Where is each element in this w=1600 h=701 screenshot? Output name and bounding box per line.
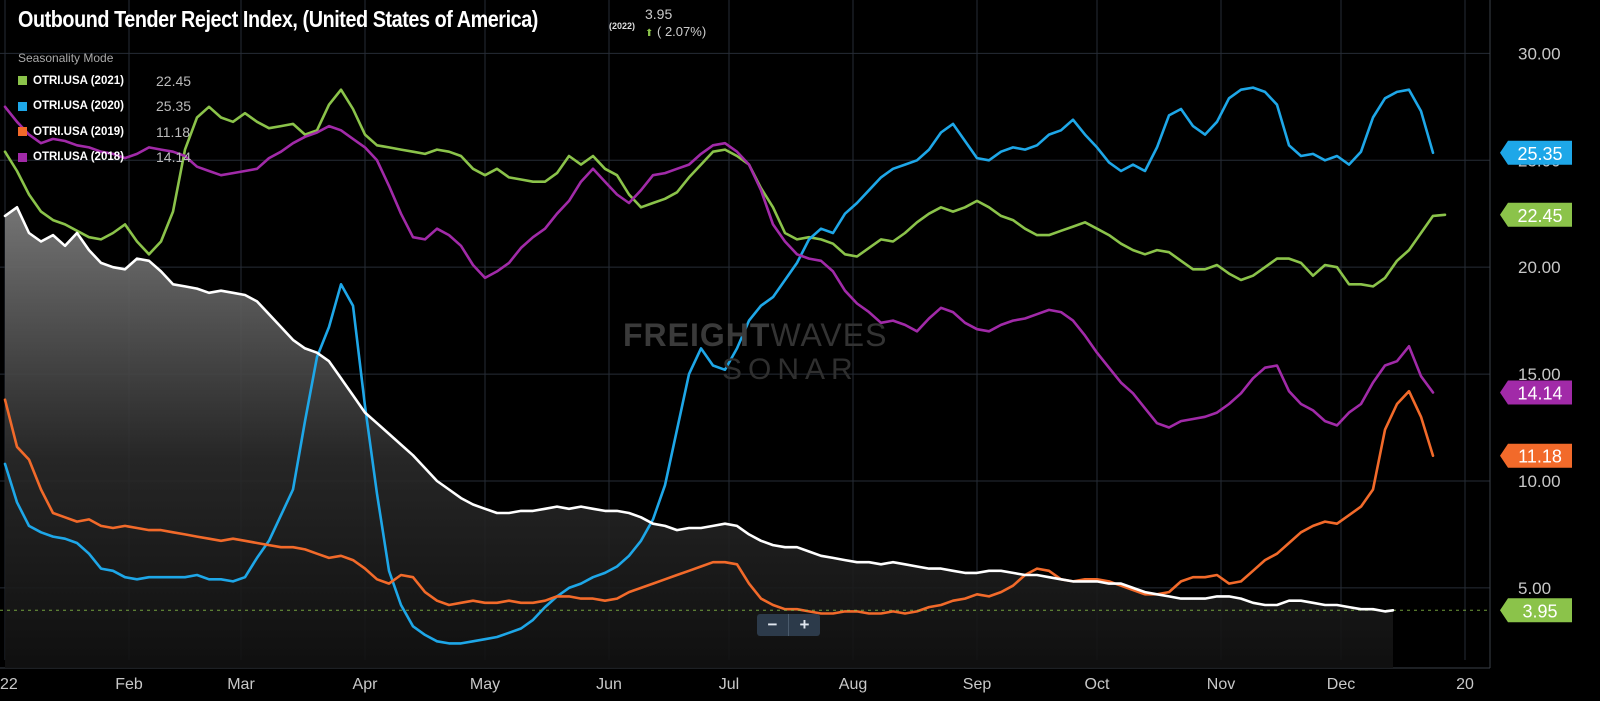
legend-name: OTRI.USA (2018) xyxy=(33,151,124,164)
value-flag xyxy=(1500,598,1572,623)
legend-name: OTRI.USA (2021) xyxy=(33,74,124,87)
legend-item[interactable]: OTRI.USA (2020) 25.35 xyxy=(18,94,191,120)
legend-swatch xyxy=(18,101,27,111)
legend-value: 22.45 xyxy=(156,72,192,89)
x-tick-label: Nov xyxy=(1207,676,1235,693)
y-tick-label: 20.00 xyxy=(1518,258,1561,277)
legend-swatch xyxy=(18,152,27,162)
legend-item[interactable]: OTRI.USA (2019) 11.18 xyxy=(18,119,191,145)
chart-title: Outbound Tender Reject Index, (United St… xyxy=(18,6,538,32)
y-tick-label: 10.00 xyxy=(1518,472,1561,491)
zoom-in-button[interactable]: + xyxy=(799,615,810,634)
current-value: 3.95 xyxy=(645,6,673,22)
title-year: (2022) xyxy=(609,21,636,31)
series-line xyxy=(3,206,1395,613)
watermark-bold: FREIGHT xyxy=(623,317,771,353)
series-line xyxy=(3,105,1435,429)
y-tick-label: 15.00 xyxy=(1518,365,1561,384)
current-change: ⬆ ( 2.07%) xyxy=(645,24,706,39)
x-tick-label: Oct xyxy=(1085,676,1110,693)
series-line xyxy=(3,88,1447,288)
y-tick-label: 30.00 xyxy=(1518,44,1561,63)
x-tick-label: Mar xyxy=(227,676,255,693)
value-flag-label: 25.35 xyxy=(1517,144,1562,164)
legend-value: 25.35 xyxy=(156,98,192,115)
watermark-light: WAVES xyxy=(770,317,888,353)
x-tick-label: 20 xyxy=(1456,676,1474,693)
legend-item[interactable]: OTRI.USA (2018) 14.14 xyxy=(18,145,191,171)
zoom-control: − + xyxy=(757,614,820,636)
x-tick-label: Feb xyxy=(115,676,143,693)
last-value-labels: 22.45 25.35 11.18 14.14 3.95 xyxy=(1500,140,1572,623)
y-tick-label: 5.00 xyxy=(1518,579,1551,598)
value-flag xyxy=(1500,443,1572,468)
legend-swatch xyxy=(18,76,27,86)
value-flag-label: 3.95 xyxy=(1522,601,1557,621)
area-2022 xyxy=(5,207,1393,669)
up-arrow-icon: ⬆ xyxy=(645,28,654,39)
x-tick-label: May xyxy=(470,676,500,693)
value-flag xyxy=(1500,380,1572,405)
legend-value: 14.14 xyxy=(156,149,192,166)
series-lines xyxy=(0,86,1490,645)
series-line xyxy=(3,389,1435,615)
value-flag-label: 22.45 xyxy=(1517,206,1562,226)
series-line xyxy=(3,86,1435,645)
value-flag xyxy=(1500,140,1572,165)
legend-name: OTRI.USA (2020) xyxy=(33,100,124,113)
x-tick-label: Apr xyxy=(353,676,379,693)
legend-item[interactable]: OTRI.USA (2021) 22.45 xyxy=(18,68,191,94)
x-tick-label: Dec xyxy=(1327,676,1355,693)
x-tick-label: 22 xyxy=(0,676,18,693)
x-tick-label: Jun xyxy=(596,676,622,693)
x-tick-label: Sep xyxy=(963,676,992,693)
watermark-logo: FREIGHTWAVES xyxy=(623,317,887,354)
legend-value: 11.18 xyxy=(156,123,190,140)
value-flag-label: 14.14 xyxy=(1517,383,1562,403)
change-percent: ( 2.07%) xyxy=(657,24,707,39)
watermark-sonar: SONAR xyxy=(722,353,859,386)
value-flag-label: 11.18 xyxy=(1518,447,1562,467)
legend-name: OTRI.USA (2019) xyxy=(33,125,124,138)
value-flag xyxy=(1500,202,1572,227)
x-tick-label: Jul xyxy=(719,676,739,693)
legend: OTRI.USA (2021) 22.45 OTRI.USA (2020) 25… xyxy=(18,68,191,170)
legend-swatch xyxy=(18,127,27,137)
x-axis: 22 Feb Mar Apr May Jun Jul Aug Sep Oct Nov Dec 20 xyxy=(0,676,1474,693)
zoom-out-button[interactable]: − xyxy=(757,614,789,636)
seasonality-mode-label: Seasonality Mode xyxy=(18,51,114,65)
area-fill xyxy=(5,207,1393,669)
x-tick-label: Aug xyxy=(839,676,867,693)
